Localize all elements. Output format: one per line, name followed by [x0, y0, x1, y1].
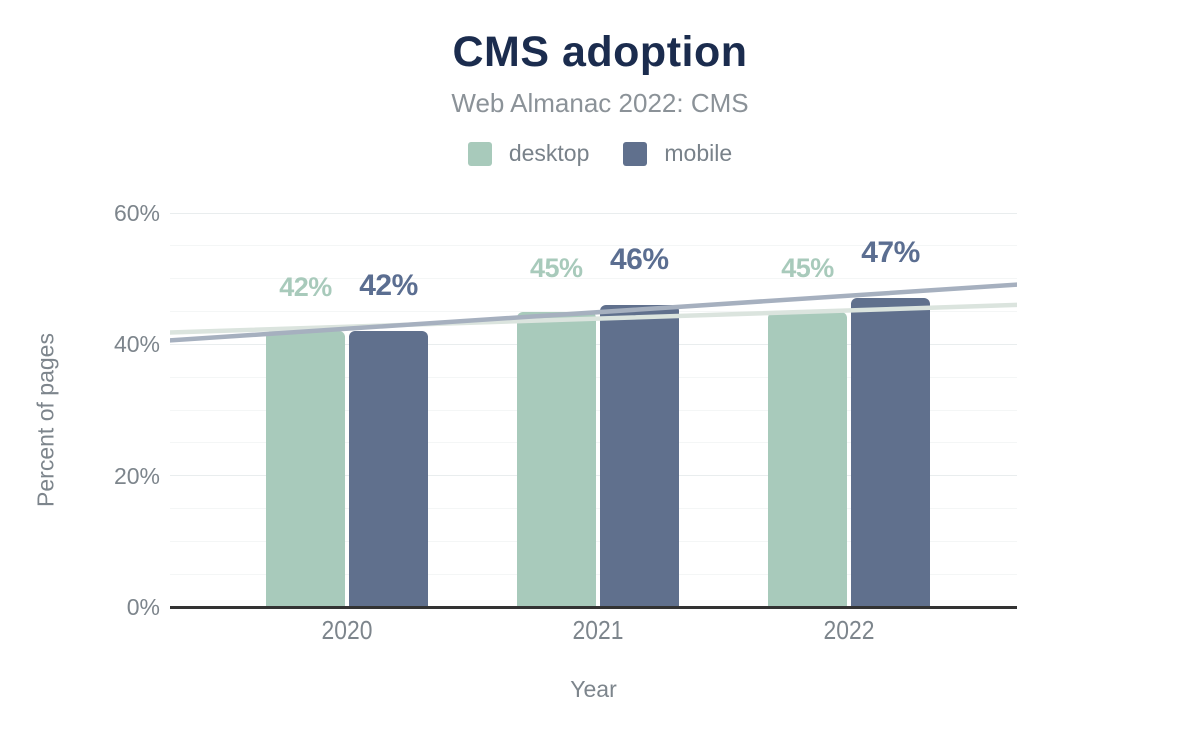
value-label-mobile-2020: 42%	[359, 269, 418, 303]
legend-swatch-desktop	[467, 141, 492, 166]
y-tick-20: 20%	[113, 462, 160, 489]
legend-label-desktop: desktop	[508, 140, 590, 166]
bar-desktop-2021	[516, 311, 596, 607]
chart-subtitle: Web Almanac 2022: CMS	[451, 88, 749, 118]
x-tick-2022: 2022	[823, 615, 875, 645]
legend-swatch-mobile	[623, 141, 648, 166]
x-tick-2021: 2021	[572, 615, 624, 645]
trendlines-layer	[170, 282, 1017, 343]
value-label-desktop-2021: 45%	[529, 252, 583, 283]
bar-mobile-2022	[851, 298, 931, 607]
bar-desktop-2022	[768, 311, 848, 607]
y-tick-60: 60%	[113, 200, 160, 226]
bar-desktop-2020	[266, 331, 346, 607]
bar-mobile-2021	[599, 304, 679, 607]
x-axis-line	[170, 606, 1017, 609]
gridline-50	[170, 278, 1017, 280]
value-label-desktop-2020: 42%	[279, 272, 332, 303]
chart-title: CMS adoption	[452, 28, 748, 76]
legend-item-mobile: mobile	[623, 140, 732, 167]
x-axis-title: Year	[570, 676, 617, 702]
trendline-mobile	[170, 282, 1017, 343]
bar-mobile-2020	[349, 331, 429, 607]
value-label-mobile-2021: 46%	[609, 242, 669, 276]
legend-label-mobile: mobile	[664, 140, 733, 166]
legend-item-desktop: desktop	[467, 140, 590, 167]
y-tick-0: 0%	[126, 594, 160, 620]
value-label-desktop-2022: 45%	[781, 252, 834, 283]
legend: desktop mobile	[0, 140, 1200, 167]
gridline-60	[170, 212, 1017, 214]
value-label-mobile-2022: 47%	[861, 236, 920, 270]
trendline-desktop	[170, 302, 1017, 335]
x-tick-2020: 2020	[321, 615, 373, 645]
y-tick-40: 40%	[113, 331, 160, 358]
gridline-55	[170, 245, 1017, 247]
